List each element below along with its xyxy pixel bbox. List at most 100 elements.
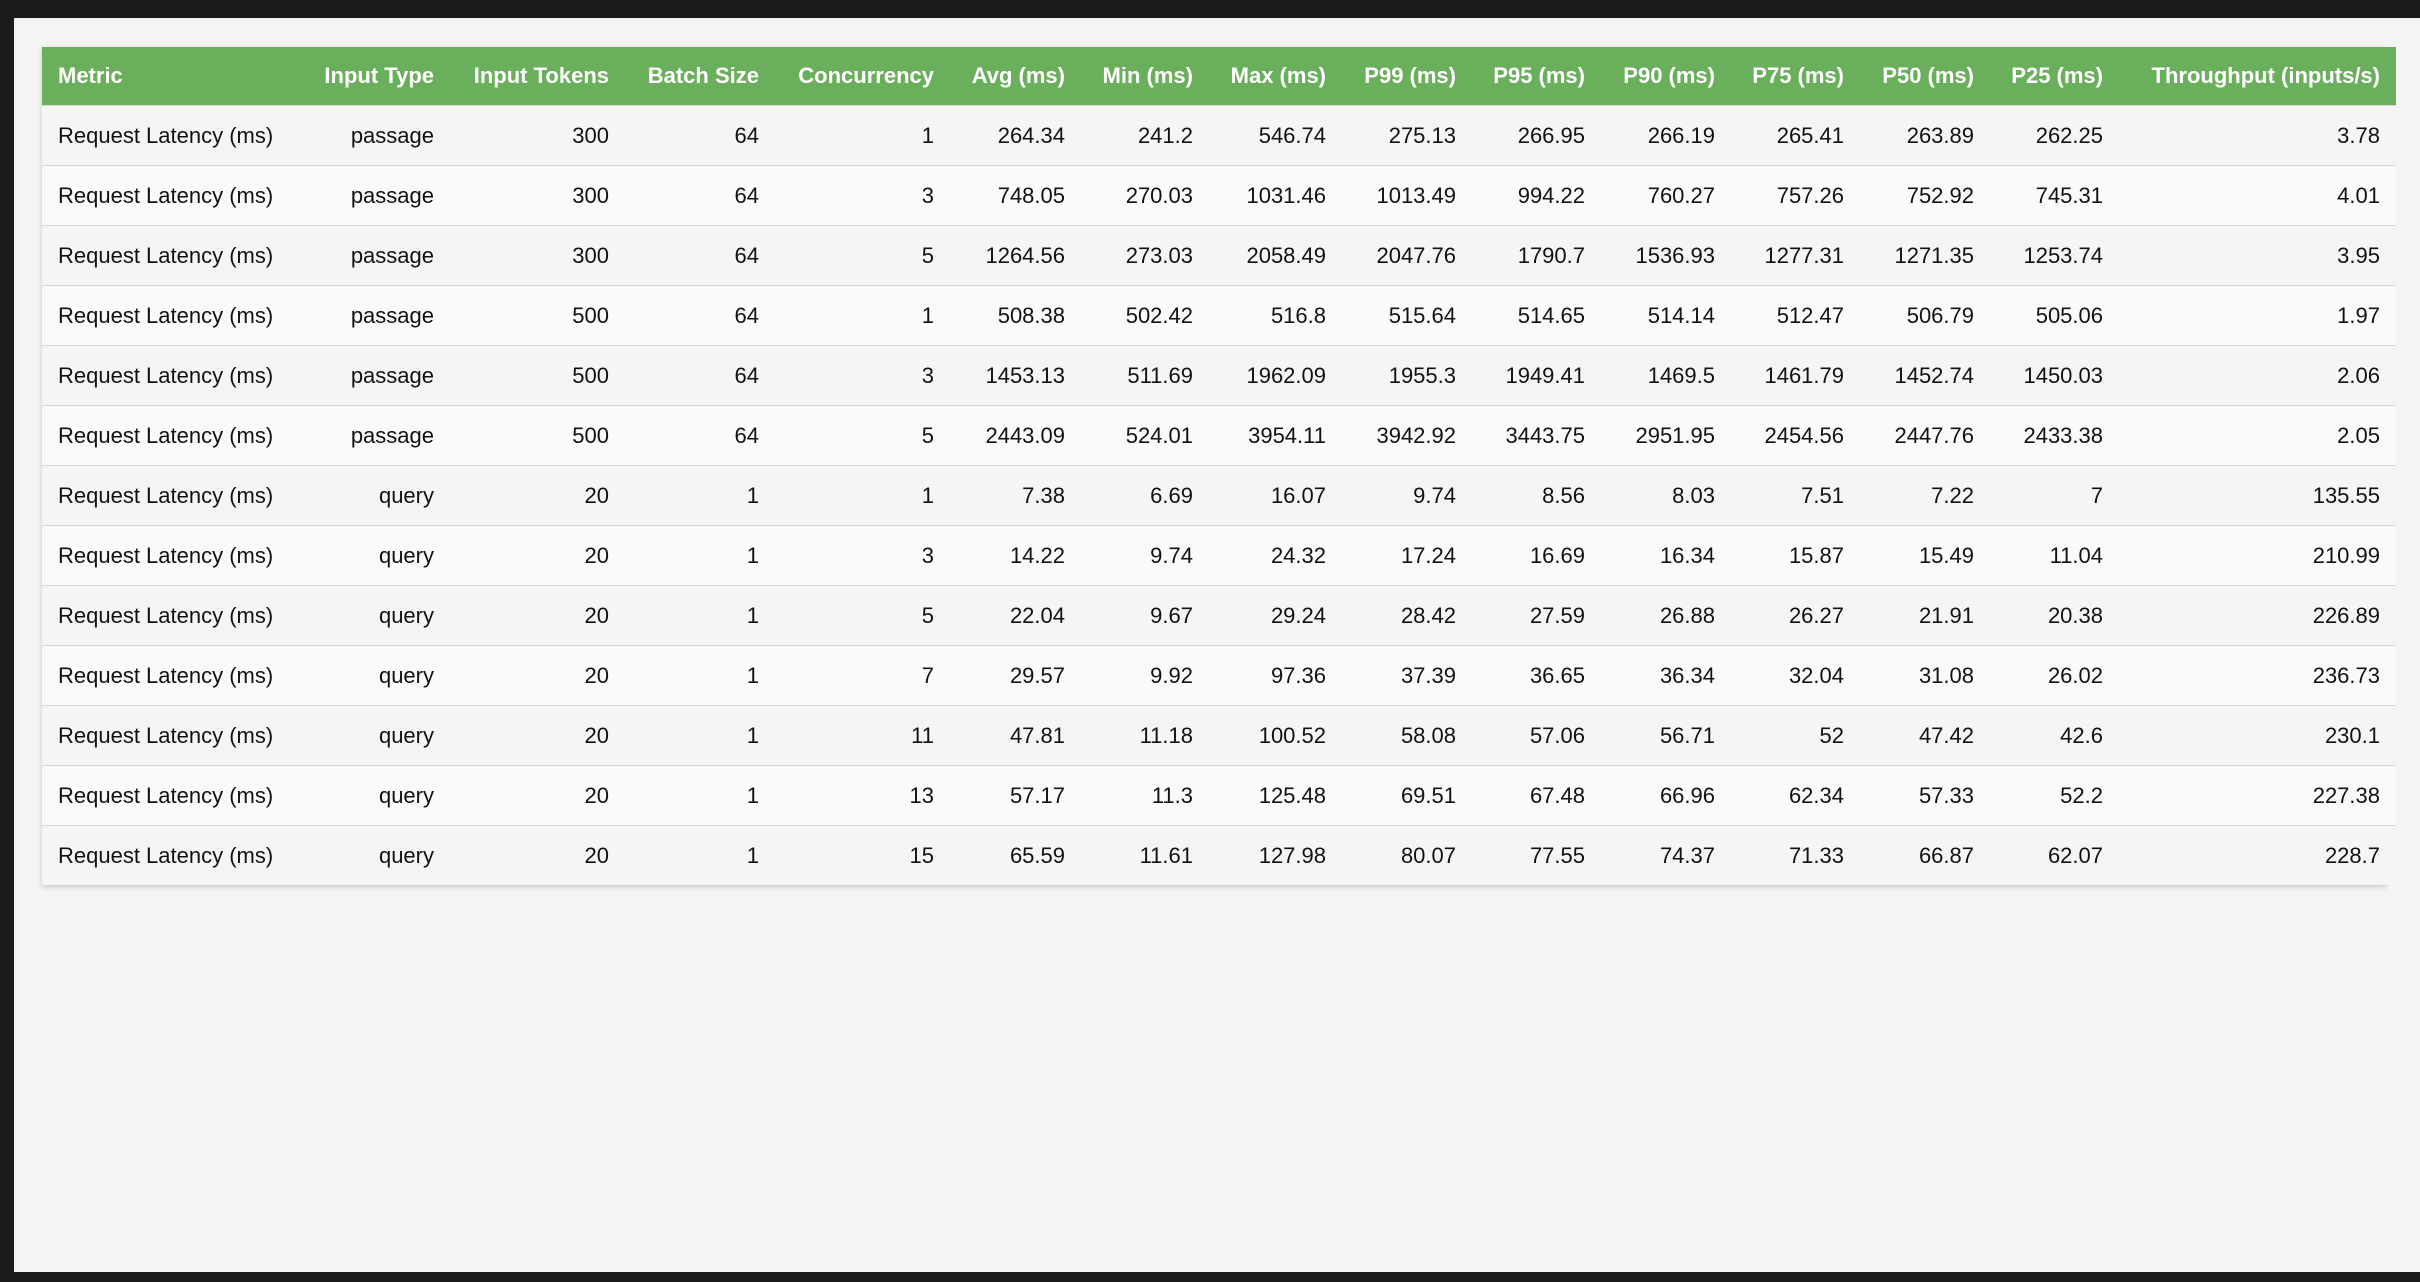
cell-p75-ms: 2454.56 [1731, 405, 1860, 466]
cell-p25-ms: 26.02 [1990, 645, 2119, 706]
cell-p95-ms: 3443.75 [1472, 405, 1601, 466]
cell-max-ms: 1962.09 [1209, 345, 1342, 406]
cell-p95-ms: 77.55 [1472, 825, 1601, 885]
cell-concurrency: 1 [775, 105, 950, 166]
table-body: Request Latency (ms) passage 300 64 1 264.34 2… [42, 105, 2396, 885]
cell-p50-ms: 66.87 [1860, 825, 1990, 885]
column-header-input-type: Input Type [324, 63, 434, 88]
cell-input-tokens: 500 [450, 345, 625, 406]
cell-p50-ms: 31.08 [1860, 645, 1990, 706]
cell-metric: Request Latency (ms) [42, 765, 292, 826]
cell-throughput-inputs-s: 1.97 [2119, 285, 2396, 346]
cell-p95-ms: 27.59 [1472, 585, 1601, 646]
cell-batch-size: 64 [625, 345, 775, 406]
cell-avg-ms: 22.04 [950, 585, 1081, 646]
cell-avg-ms: 29.57 [950, 645, 1081, 706]
table-row: Request Latency (ms) query 20 1 7 29.57 9.92 97… [42, 645, 2396, 706]
cell-max-ms: 516.8 [1209, 285, 1342, 346]
cell-concurrency: 5 [775, 405, 950, 466]
cell-p95-ms: 16.69 [1472, 525, 1601, 586]
cell-p99-ms: 1955.3 [1342, 345, 1472, 406]
cell-p25-ms: 1450.03 [1990, 345, 2119, 406]
cell-throughput-inputs-s: 230.1 [2119, 705, 2396, 766]
cell-avg-ms: 14.22 [950, 525, 1081, 586]
cell-p50-ms: 506.79 [1860, 285, 1990, 346]
cell-p25-ms: 2433.38 [1990, 405, 2119, 466]
cell-concurrency: 3 [775, 165, 950, 226]
page-canvas: Metric Input Type Input Tokens Batch Size Co… [14, 18, 2420, 1272]
cell-avg-ms: 65.59 [950, 825, 1081, 885]
cell-min-ms: 9.92 [1081, 645, 1209, 706]
table-row: Request Latency (ms) passage 300 64 1 264.34 2… [42, 105, 2396, 166]
cell-min-ms: 270.03 [1081, 165, 1209, 226]
cell-metric: Request Latency (ms) [42, 105, 292, 166]
cell-p90-ms: 760.27 [1601, 165, 1731, 226]
cell-batch-size: 1 [625, 825, 775, 885]
table-row: Request Latency (ms) query 20 1 1 7.38 6.69 16.… [42, 465, 2396, 526]
cell-p75-ms: 1277.31 [1731, 225, 1860, 286]
cell-p25-ms: 7 [1990, 465, 2119, 526]
cell-p50-ms: 47.42 [1860, 705, 1990, 766]
column-header-metric: Metric [58, 63, 123, 88]
cell-concurrency: 1 [775, 465, 950, 526]
cell-p95-ms: 514.65 [1472, 285, 1601, 346]
cell-avg-ms: 508.38 [950, 285, 1081, 346]
cell-batch-size: 1 [625, 645, 775, 706]
cell-p50-ms: 1452.74 [1860, 345, 1990, 406]
column-header-p50-ms: P50 (ms) [1882, 63, 1974, 88]
cell-max-ms: 1031.46 [1209, 165, 1342, 226]
cell-avg-ms: 57.17 [950, 765, 1081, 826]
cell-throughput-inputs-s: 228.7 [2119, 825, 2396, 885]
cell-metric: Request Latency (ms) [42, 285, 292, 346]
cell-input-tokens: 20 [450, 465, 625, 526]
cell-p95-ms: 1949.41 [1472, 345, 1601, 406]
cell-avg-ms: 1264.56 [950, 225, 1081, 286]
column-header-avg-ms: Avg (ms) [971, 63, 1065, 88]
cell-p95-ms: 1790.7 [1472, 225, 1601, 286]
cell-min-ms: 9.74 [1081, 525, 1209, 586]
cell-p90-ms: 16.34 [1601, 525, 1731, 586]
cell-input-type: passage [292, 225, 450, 286]
cell-p75-ms: 52 [1731, 705, 1860, 766]
cell-p75-ms: 265.41 [1731, 105, 1860, 166]
cell-p90-ms: 36.34 [1601, 645, 1731, 706]
cell-throughput-inputs-s: 135.55 [2119, 465, 2396, 526]
cell-p75-ms: 512.47 [1731, 285, 1860, 346]
cell-throughput-inputs-s: 2.05 [2119, 405, 2396, 466]
cell-input-tokens: 20 [450, 585, 625, 646]
cell-p25-ms: 1253.74 [1990, 225, 2119, 286]
cell-p75-ms: 757.26 [1731, 165, 1860, 226]
cell-throughput-inputs-s: 4.01 [2119, 165, 2396, 226]
cell-avg-ms: 748.05 [950, 165, 1081, 226]
cell-p25-ms: 42.6 [1990, 705, 2119, 766]
cell-max-ms: 127.98 [1209, 825, 1342, 885]
column-header-p99-ms: P99 (ms) [1364, 63, 1456, 88]
cell-p99-ms: 37.39 [1342, 645, 1472, 706]
cell-concurrency: 3 [775, 345, 950, 406]
cell-p75-ms: 32.04 [1731, 645, 1860, 706]
cell-input-type: passage [292, 345, 450, 406]
cell-input-type: passage [292, 165, 450, 226]
cell-input-tokens: 500 [450, 285, 625, 346]
cell-metric: Request Latency (ms) [42, 645, 292, 706]
cell-batch-size: 1 [625, 465, 775, 526]
cell-concurrency: 7 [775, 645, 950, 706]
cell-input-type: query [292, 705, 450, 766]
cell-max-ms: 97.36 [1209, 645, 1342, 706]
cell-input-type: query [292, 585, 450, 646]
cell-p75-ms: 62.34 [1731, 765, 1860, 826]
cell-input-type: passage [292, 105, 450, 166]
cell-p99-ms: 275.13 [1342, 105, 1472, 166]
cell-batch-size: 1 [625, 705, 775, 766]
cell-max-ms: 24.32 [1209, 525, 1342, 586]
cell-p90-ms: 1469.5 [1601, 345, 1731, 406]
cell-metric: Request Latency (ms) [42, 405, 292, 466]
cell-p25-ms: 52.2 [1990, 765, 2119, 826]
table-row: Request Latency (ms) query 20 1 3 14.22 9.74 24… [42, 525, 2396, 586]
cell-throughput-inputs-s: 2.06 [2119, 345, 2396, 406]
table-header-row: Metric Input Type Input Tokens Batch Size Co… [42, 47, 2396, 106]
cell-p50-ms: 1271.35 [1860, 225, 1990, 286]
cell-p99-ms: 515.64 [1342, 285, 1472, 346]
cell-min-ms: 11.61 [1081, 825, 1209, 885]
cell-concurrency: 1 [775, 285, 950, 346]
